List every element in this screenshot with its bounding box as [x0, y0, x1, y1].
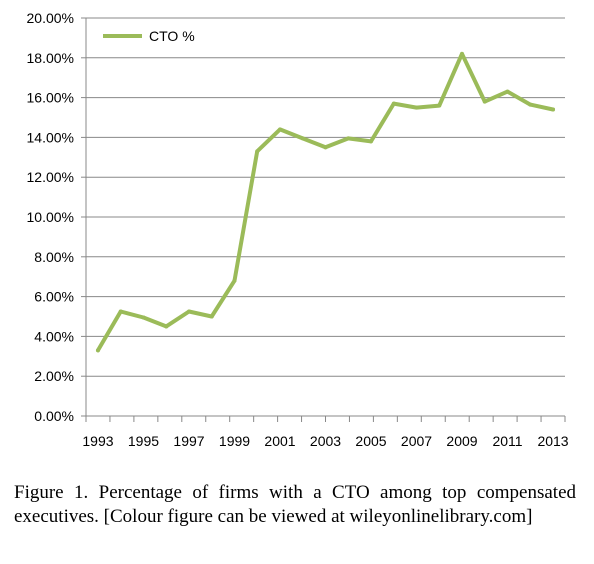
- data-point: [391, 101, 396, 106]
- x-tick-label: 2007: [401, 433, 432, 449]
- data-point: [346, 136, 351, 141]
- y-tick-label: 6.00%: [34, 289, 74, 305]
- y-tick-label: 20.00%: [27, 10, 74, 26]
- y-tick-label: 18.00%: [27, 50, 74, 66]
- y-tick-label: 10.00%: [27, 209, 74, 225]
- y-tick-label: 16.00%: [27, 90, 74, 106]
- data-point: [300, 136, 305, 141]
- y-tick-labels: 0.00% 2.00% 4.00% 6.00% 8.00% 10.00% 12.00% 14.…: [27, 10, 74, 424]
- x-tick-label: 2011: [492, 433, 522, 449]
- data-point: [460, 51, 465, 56]
- series-line: [96, 51, 555, 353]
- data-point: [186, 309, 191, 314]
- x-tick-label: 2013: [537, 433, 568, 449]
- x-tick-label: 2001: [264, 433, 295, 449]
- series-group: [95, 51, 556, 353]
- y-tick-label: 0.00%: [34, 408, 74, 424]
- axes: [81, 17, 566, 422]
- data-point: [118, 309, 123, 314]
- data-point: [551, 107, 556, 112]
- data-point: [164, 324, 169, 329]
- x-tick-label: 2005: [355, 433, 386, 449]
- data-point: [323, 145, 328, 150]
- x-tick-label: 1999: [219, 433, 250, 449]
- gridlines: [86, 17, 565, 377]
- legend-label: CTO %: [149, 28, 195, 44]
- figure-caption: Figure 1. Percentage of firms with a CTO…: [14, 482, 576, 527]
- data-point: [232, 278, 237, 283]
- x-tick-label: 1997: [173, 433, 204, 449]
- x-tick-label: 2009: [446, 433, 477, 449]
- data-point: [141, 315, 146, 320]
- data-point: [505, 89, 510, 94]
- y-tick-label: 4.00%: [34, 328, 74, 344]
- data-point: [277, 127, 282, 132]
- data-point: [95, 348, 100, 353]
- data-point: [369, 139, 374, 144]
- data-point: [255, 149, 260, 154]
- data-point: [209, 314, 214, 319]
- data-point: [437, 103, 442, 108]
- y-tick-label: 12.00%: [27, 169, 74, 185]
- data-point: [414, 105, 419, 110]
- legend: CTO %: [103, 28, 195, 44]
- y-tick-label: 14.00%: [27, 129, 74, 145]
- x-tick-label: 1995: [128, 433, 159, 449]
- data-point: [482, 99, 487, 104]
- y-tick-label: 8.00%: [34, 249, 74, 265]
- x-tick-labels: 1993 1995 1997 1999 2001 2003 2005 2007 2009 2011…: [82, 433, 568, 449]
- data-point: [528, 102, 533, 107]
- x-tick-label: 2003: [310, 433, 341, 449]
- line-chart: 0.00% 2.00% 4.00% 6.00% 8.00% 10.00% 12.00% 14.…: [27, 10, 569, 449]
- y-tick-label: 2.00%: [34, 368, 74, 384]
- x-tick-label: 1993: [82, 433, 113, 449]
